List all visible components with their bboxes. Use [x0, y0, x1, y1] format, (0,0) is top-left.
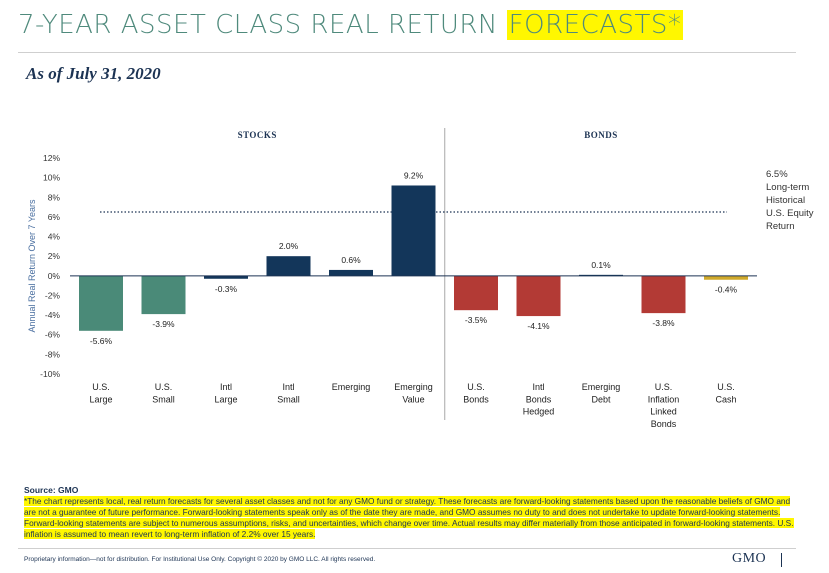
y-tick-label: 0%: [48, 271, 61, 281]
x-tick-label: Large: [214, 394, 237, 404]
y-tick-label: 4%: [48, 232, 61, 242]
data-label: 9.2%: [404, 170, 424, 180]
x-tick-label: Hedged: [523, 407, 555, 417]
y-tick-label: 6%: [48, 212, 61, 222]
bar: [266, 256, 311, 276]
x-tick-label: Intl: [220, 382, 232, 392]
reference-line-label: 6.5%: [766, 169, 788, 180]
x-tick-label: Small: [152, 394, 175, 404]
bar: [516, 275, 561, 317]
title-highlight: FORECASTS*: [506, 10, 684, 40]
data-label: -0.4%: [715, 285, 738, 295]
bar: [391, 185, 436, 276]
reference-line-label: Long-term: [766, 182, 809, 193]
x-tick-label: U.S.: [655, 382, 673, 392]
data-label: 0.1%: [591, 260, 611, 270]
x-tick-label: U.S.: [155, 382, 173, 392]
y-tick-label: 8%: [48, 192, 61, 202]
group-heading: BONDS: [584, 130, 618, 140]
reference-line-label: Return: [766, 221, 795, 232]
x-tick-label: Value: [402, 394, 424, 404]
gmo-logo: GMO: [732, 551, 767, 566]
data-label: -5.6%: [90, 336, 113, 346]
bar: [204, 275, 248, 279]
data-label: -3.9%: [152, 319, 175, 329]
title-main: 7-YEAR ASSET CLASS REAL RETURN: [18, 10, 507, 40]
y-tick-label: -6%: [45, 330, 61, 340]
top-divider: [18, 52, 796, 53]
x-tick-label: Small: [277, 394, 300, 404]
real-return-bar-chart: 12% 10% 8% 6% 4% 2% 0% -2% -4% -6% -8% -10% Annual R…: [27, 128, 814, 429]
y-axis-title: Annual Real Return Over 7 Years: [27, 199, 37, 333]
bar: [329, 269, 373, 276]
page-title: 7-YEAR ASSET CLASS REAL RETURN FORECASTS…: [18, 10, 684, 40]
x-tick-label: Cash: [715, 394, 736, 404]
x-tick-label: Inflation: [648, 394, 680, 404]
data-label: 0.6%: [341, 255, 361, 265]
footnote: *The chart represents local, real return…: [24, 496, 794, 540]
data-label: -4.1%: [527, 321, 550, 331]
x-tick-label: Bonds: [526, 394, 552, 404]
as-of-date: As of July 31, 2020: [26, 64, 161, 83]
data-label: -0.3%: [215, 284, 238, 294]
x-tick-label: Intl: [282, 382, 294, 392]
x-tick-label: Emerging: [332, 382, 371, 392]
x-tick-label: Bonds: [651, 419, 677, 429]
y-tick-label: 2%: [48, 251, 61, 261]
x-tick-label: U.S.: [92, 382, 110, 392]
footnote-text: *The chart represents local, real return…: [24, 496, 794, 539]
bar: [641, 275, 686, 314]
y-tick-label: 10%: [43, 173, 60, 183]
data-label: 2.0%: [279, 241, 299, 251]
y-tick-label: -10%: [40, 369, 60, 379]
bar: [454, 275, 498, 311]
reference-line-label: Historical: [766, 195, 805, 206]
x-tick-label: Emerging: [394, 382, 433, 392]
x-tick-label: Bonds: [463, 394, 489, 404]
bottom-divider: [18, 548, 796, 549]
data-label: -3.8%: [652, 318, 675, 328]
bar: [704, 275, 748, 280]
bar: [141, 275, 186, 315]
y-tick-label: -2%: [45, 290, 61, 300]
x-tick-label: U.S.: [717, 382, 735, 392]
source-label: Source: GMO: [24, 485, 79, 495]
y-tick-label: -8%: [45, 349, 61, 359]
reference-line-label: U.S. Equity: [766, 208, 814, 219]
bar: [79, 275, 123, 331]
y-tick-label: -4%: [45, 310, 61, 320]
x-tick-label: Large: [89, 394, 112, 404]
x-tick-label: Intl: [532, 382, 544, 392]
x-tick-label: Linked: [650, 407, 677, 417]
x-tick-label: U.S.: [467, 382, 485, 392]
group-heading: STOCKS: [238, 130, 277, 140]
y-tick-label: 12%: [43, 153, 60, 163]
x-tick-label: Emerging: [582, 382, 621, 392]
proprietary-notice: Proprietary information—not for distribu…: [24, 556, 376, 563]
logo-divider: [781, 553, 782, 567]
data-label: -3.5%: [465, 315, 488, 325]
x-tick-label: Debt: [591, 394, 611, 404]
